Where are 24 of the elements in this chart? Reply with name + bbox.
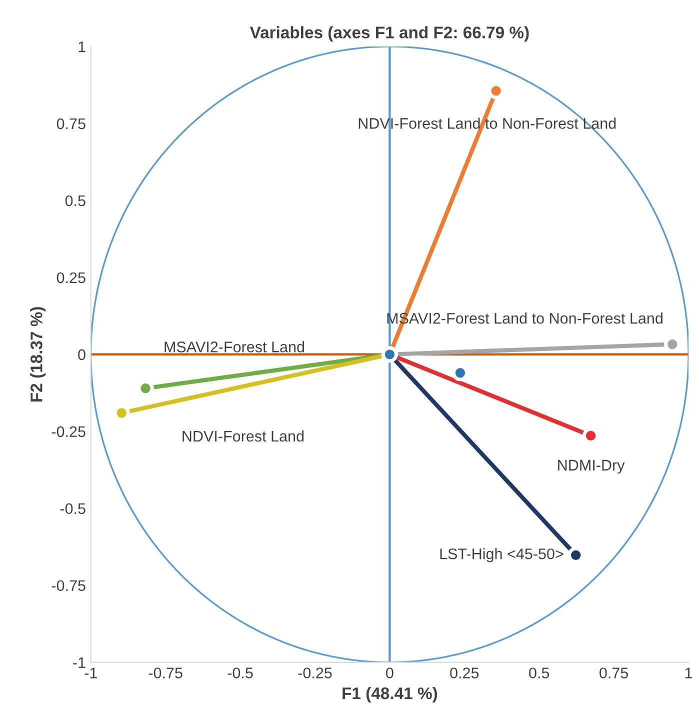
y-tick-label: 0.25 [56, 272, 86, 284]
series-label: MSAVI2-Forest Land [164, 341, 304, 352]
x-tick-label: 0.25 [450, 668, 479, 678]
series-label: NDMI-Dry [558, 460, 625, 474]
chart-title: Variables (axes F1 and F2: 66.79 %) [250, 26, 529, 42]
y-tick-label: -0.25 [52, 426, 86, 438]
y-tick-label: -0.75 [52, 580, 86, 592]
y-axis-title: F2 (18.37 %) [30, 307, 46, 402]
y-tick-label: 0 [78, 349, 86, 360]
x-tick-label: 0.5 [529, 668, 550, 678]
x-axis-title: F1 (48.41 %) [342, 686, 438, 702]
y-tick-label: 0.75 [56, 118, 86, 130]
y-tick-label: 0.5 [65, 195, 86, 206]
x-tick-label: -0.75 [148, 668, 182, 678]
x-tick-label: 1 [685, 668, 692, 678]
x-tick-label: 0 [386, 668, 394, 678]
y-tick-label: -0.5 [60, 503, 86, 514]
x-tick-label: -0.5 [228, 668, 253, 678]
series-label: NDVI-Forest Land [182, 430, 304, 442]
y-tick-label: -1 [73, 657, 86, 668]
x-tick-label: 0.75 [600, 668, 628, 678]
series-label: LST-High <45-50> [440, 548, 564, 562]
x-tick-label: -0.25 [298, 668, 332, 678]
y-tick-label: 1 [78, 42, 86, 52]
